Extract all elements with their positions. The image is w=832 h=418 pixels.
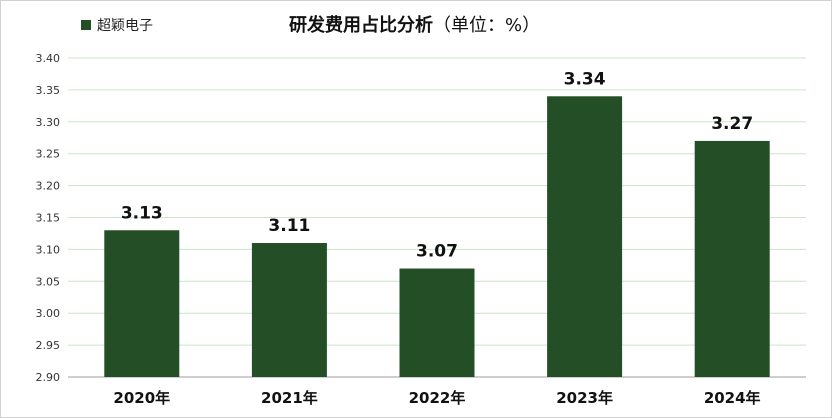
x-tick-label: 2021年	[261, 389, 318, 407]
bar-value-label: 3.11	[268, 216, 310, 236]
y-tick-label: 3.40	[36, 52, 61, 65]
bar-value-label: 3.27	[711, 114, 753, 134]
chart-legend: 超颖电子	[81, 15, 153, 35]
y-tick-label: 2.95	[36, 339, 61, 352]
y-tick-label: 3.25	[36, 148, 61, 161]
y-tick-label: 3.00	[36, 307, 61, 320]
legend-label: 超颖电子	[97, 18, 153, 34]
bar-value-label: 3.13	[121, 203, 163, 223]
bar-value-label: 3.34	[564, 69, 606, 89]
legend-swatch	[81, 20, 91, 30]
x-tick-label: 2024年	[704, 389, 761, 407]
bar	[694, 140, 770, 377]
chart-title-unit: （单位：%）	[433, 15, 541, 36]
y-tick-label: 3.05	[36, 275, 61, 288]
y-tick-label: 3.15	[36, 212, 61, 225]
x-tick-label: 2020年	[113, 389, 170, 407]
y-tick-label: 3.10	[36, 243, 61, 256]
y-tick-label: 2.90	[36, 371, 61, 384]
x-tick-label: 2022年	[409, 389, 466, 407]
y-tick-label: 3.20	[36, 180, 61, 193]
y-tick-label: 3.30	[36, 116, 61, 129]
bar-value-label: 3.07	[416, 242, 458, 262]
x-tick-label: 2023年	[556, 389, 613, 407]
bar	[104, 230, 180, 377]
y-tick-label: 3.35	[36, 84, 61, 97]
bar	[251, 243, 327, 377]
bar	[547, 96, 623, 377]
chart-title-main: 研发费用占比分析	[289, 15, 433, 36]
bar	[399, 268, 475, 377]
chart-title: 研发费用占比分析（单位：%）	[289, 11, 540, 37]
